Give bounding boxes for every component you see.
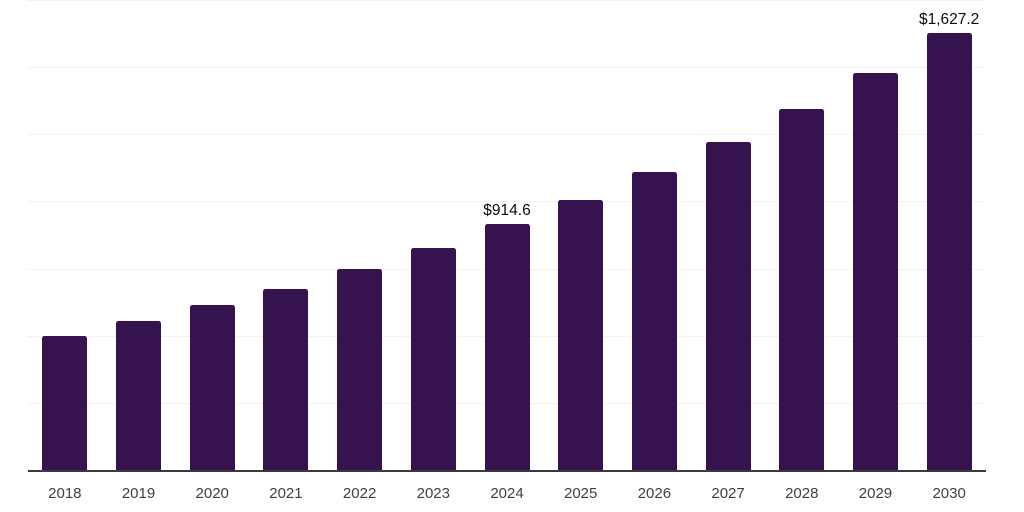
bar-2026 [631, 172, 677, 470]
x-tick-label-2019: 2019 [121, 485, 156, 502]
bar-2030 [926, 32, 972, 470]
value-label-2024: $914.6 [483, 202, 531, 220]
bar-2018 [42, 335, 88, 470]
bar-2021 [263, 288, 309, 470]
bar-2029 [852, 73, 898, 470]
bar-2028 [779, 109, 825, 470]
x-tick-label-2030: 2030 [932, 485, 966, 502]
x-tick-label-2028: 2028 [785, 485, 819, 502]
x-tick-label-2026: 2026 [637, 485, 672, 502]
bar-2019 [116, 321, 162, 470]
x-tick-label-2027: 2027 [711, 485, 745, 502]
plot-area [28, 0, 986, 470]
x-tick-label-2025: 2025 [564, 485, 598, 502]
bar-2022 [337, 269, 383, 470]
gridline-1500 [28, 67, 986, 69]
x-axis-line [28, 470, 986, 472]
gridline-1750 [28, 0, 986, 1]
gridline-1000 [28, 201, 986, 203]
gridline-1250 [28, 134, 986, 136]
bar-2027 [705, 142, 751, 470]
value-label-2030: $1,627.2 [918, 10, 980, 28]
x-tick-label-2020: 2020 [195, 485, 229, 502]
x-tick-label-2022: 2022 [342, 485, 377, 502]
bar-2024 [484, 224, 530, 470]
x-tick-label-2029: 2029 [858, 485, 893, 502]
bar-2025 [558, 200, 604, 470]
bar-2023 [410, 248, 456, 470]
x-tick-label-2021: 2021 [269, 485, 303, 502]
x-tick-label-2023: 2023 [416, 485, 450, 502]
x-tick-label-2018: 2018 [48, 485, 82, 502]
bar-2020 [189, 305, 235, 470]
x-tick-label-2024: 2024 [490, 485, 524, 502]
